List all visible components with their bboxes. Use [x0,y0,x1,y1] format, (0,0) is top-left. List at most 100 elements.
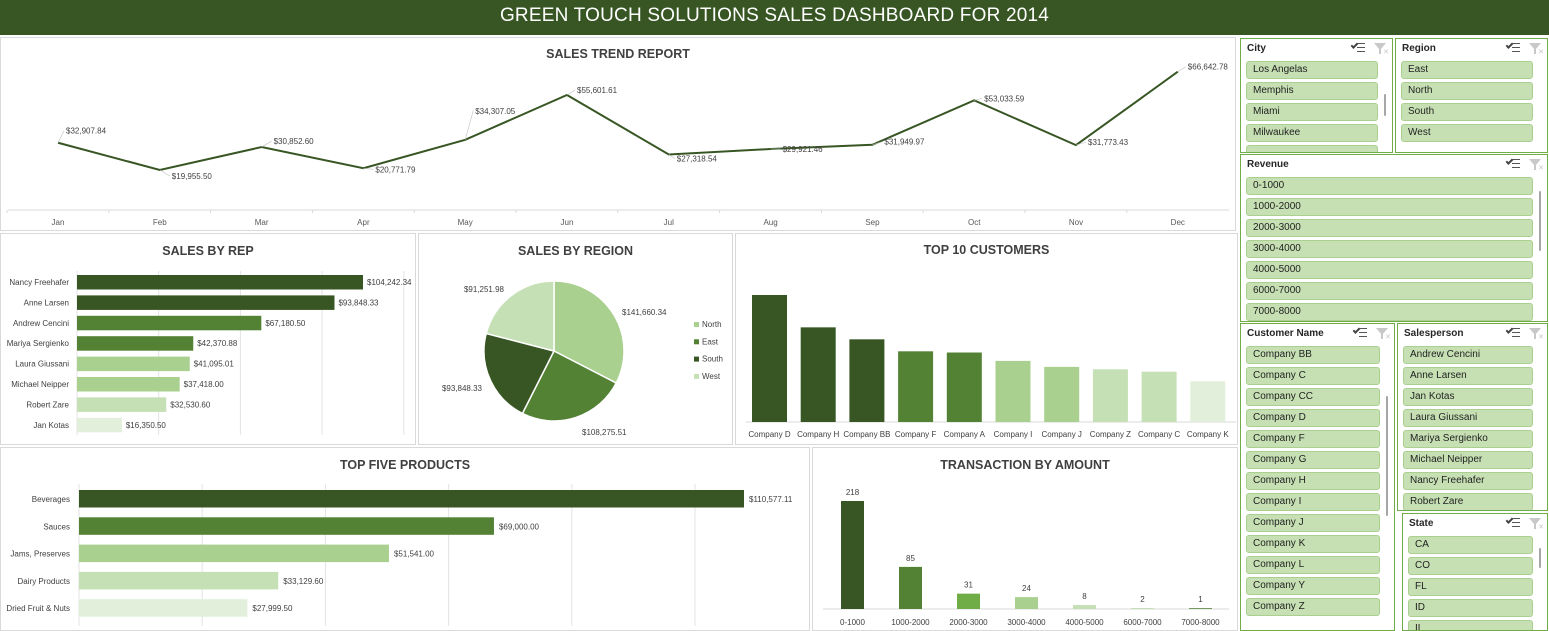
rep-value-label: $16,350.50 [126,421,167,430]
customer-label: Company F [895,430,936,439]
slicer-item[interactable]: Company BB [1246,346,1380,364]
data-label: $32,907.84 [66,127,107,136]
multi-select-icon[interactable] [1351,42,1366,55]
slicer-item[interactable]: Milwaukee [1246,124,1378,142]
revenue-slicer[interactable]: Revenue ✕ 0-1000 1000-2000 2000-3000 3000-4… [1240,154,1548,322]
product-label: Jams, Preserves [10,550,70,559]
slicer-item[interactable]: 3000-4000 [1246,240,1533,258]
clear-filter-icon[interactable]: ✕ [1373,42,1389,56]
slicer-item[interactable]: Company Y [1246,577,1380,595]
slicer-scrollbar[interactable] [1535,536,1545,626]
clear-filter-icon[interactable]: ✕ [1528,327,1544,341]
product-bar [79,571,279,590]
transaction-value-label: 24 [1022,584,1031,593]
state-slicer[interactable]: State ✕ CA CO FL ID IL [1402,513,1548,631]
slicer-item[interactable]: Company L [1246,556,1380,574]
slicer-item[interactable]: FL [1408,578,1533,596]
rep-label: Anne Larsen [24,298,69,307]
rep-value-label: $32,530.60 [170,400,211,409]
leader-line [57,130,65,143]
product-value-label: $69,000.00 [499,522,540,531]
scrollbar-thumb[interactable] [1384,94,1386,116]
slicer-item[interactable]: 1000-2000 [1246,198,1533,216]
transaction-value-label: 85 [906,554,915,563]
slicer-item[interactable]: 2000-3000 [1246,219,1533,237]
slicer-item[interactable]: South [1401,103,1533,121]
slicer-item[interactable]: Jan Kotas [1403,388,1533,406]
slicer-item[interactable]: Memphis [1246,82,1378,100]
slicer-header: Region ✕ [1396,39,1547,59]
slicer-item[interactable]: Michael Neipper [1403,451,1533,469]
slicer-item[interactable]: ID [1408,599,1533,617]
slicer-item[interactable]: Company K [1246,535,1380,553]
customer-slicer[interactable]: Customer Name ✕ Company BB Company C Compa… [1240,323,1395,631]
salesperson-slicer[interactable]: Salesperson ✕ Andrew Cencini Anne Larsen J… [1397,323,1548,511]
scrollbar-thumb[interactable] [1386,396,1388,516]
slicer-item[interactable]: North [1401,82,1533,100]
slicer-item[interactable]: 0-1000 [1246,177,1533,195]
slicer-item[interactable]: Los Angelas [1246,61,1378,79]
sales-by-region-chart: $141,660.34 $108,275.51 $93,848.33 $91,251.… [442,280,723,437]
slicer-item[interactable]: 6000-7000 [1246,282,1533,300]
multi-select-icon[interactable] [1506,517,1521,530]
pie-value-label: $108,275.51 [582,428,627,437]
pie-value-label: $91,251.98 [464,285,505,294]
transactions-panel: TRANSACTION BY AMOUNT 218 0-1000 85 1000-20… [812,447,1238,631]
slicer-item[interactable]: Company C [1246,367,1380,385]
customer-label: Company I [994,430,1033,439]
product-value-label: $27,999.50 [252,604,293,613]
scrollbar-thumb[interactable] [1539,191,1541,251]
slicer-item[interactable]: Company I [1246,493,1380,511]
slicer-item[interactable]: CO [1408,557,1533,575]
slicer-item[interactable]: Anne Larsen [1403,367,1533,385]
customer-bar [1092,369,1128,422]
slicer-item[interactable]: East [1401,61,1533,79]
slicer-item[interactable]: Company H [1246,472,1380,490]
legend-swatch [694,322,699,327]
clear-filter-icon[interactable]: ✕ [1375,327,1391,341]
slicer-item[interactable]: West [1401,124,1533,142]
clear-filter-icon[interactable]: ✕ [1528,158,1544,172]
data-label: $27,318.54 [677,154,718,163]
clear-filter-icon[interactable]: ✕ [1528,517,1544,531]
multi-select-icon[interactable] [1353,327,1368,340]
slicer-item[interactable]: 4000-5000 [1246,261,1533,279]
city-slicer[interactable]: City ✕ Los Angelas Memphis Miami Milwaukee [1240,38,1393,153]
slicer-item[interactable]: Miami [1246,103,1378,121]
clear-filter-icon[interactable]: ✕ [1528,42,1544,56]
multi-select-icon[interactable] [1506,327,1521,340]
slicer-item[interactable]: Robert Zare [1403,493,1533,510]
customer-label: Company BB [843,430,890,439]
slicer-item[interactable]: Company Z [1246,598,1380,616]
slicer-item[interactable]: Andrew Cencini [1403,346,1533,364]
slicer-item[interactable]: Nancy Freehafer [1403,472,1533,490]
slicer-scrollbar[interactable] [1380,61,1390,148]
slicer-item[interactable]: Company CC [1246,388,1380,406]
product-label: Sauces [43,522,70,531]
slicer-item[interactable]: Company G [1246,451,1380,469]
data-label: $31,949.97 [884,138,925,147]
legend-label: North [702,320,722,329]
slicer-scrollbar[interactable] [1382,346,1392,626]
slicer-item[interactable]: 7000-8000 [1246,303,1533,321]
scrollbar-thumb[interactable] [1539,548,1541,568]
slicer-item[interactable] [1246,145,1378,152]
slicer-item[interactable]: IL [1408,620,1533,630]
slicer-item[interactable]: Mariya Sergienko [1403,430,1533,448]
leader-line [1075,141,1087,146]
slicer-item[interactable]: Laura Giussani [1403,409,1533,427]
slicer-title: City [1247,43,1266,54]
slicer-item[interactable]: CA [1408,536,1533,554]
slicer-scrollbar[interactable] [1535,177,1545,317]
leader-line [566,89,576,96]
slicer-item[interactable]: Company D [1246,409,1380,427]
product-label: Beverages [32,495,70,504]
slicer-item[interactable]: Company J [1246,514,1380,532]
slicer-item[interactable]: Company F [1246,430,1380,448]
transaction-value-label: 8 [1082,592,1087,601]
sales-by-rep-chart: Nancy Freehafer $104,242.34 Anne Larsen $93… [7,271,412,435]
rep-bar [77,336,194,351]
region-slicer[interactable]: Region ✕ East North South West [1395,38,1548,153]
multi-select-icon[interactable] [1506,158,1521,171]
multi-select-icon[interactable] [1506,42,1521,55]
